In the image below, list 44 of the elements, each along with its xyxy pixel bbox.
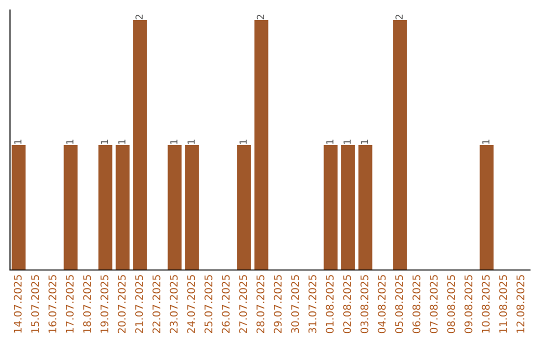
data-label: 1	[344, 140, 351, 144]
data-label: 1	[118, 140, 126, 144]
x-tick-label: 12.08.2025	[516, 275, 524, 333]
x-tick-label: 30.07.2025	[291, 275, 300, 334]
x-tick-label: 09.08.2025	[464, 275, 472, 334]
x-tick-label: 18.07.2025	[83, 275, 92, 333]
x-tick-label: 25.07.2025	[204, 275, 212, 334]
data-label: 2	[395, 14, 403, 20]
data-label: 1	[482, 140, 490, 144]
x-tick-label: 20.07.2025	[118, 275, 126, 334]
x-tick-label: 28.07.2025	[256, 275, 264, 334]
x-tick-label: 22.07.2025	[152, 275, 160, 334]
x-tick-label: 10.08.2025	[482, 275, 490, 333]
data-label: 2	[135, 14, 143, 20]
x-tick-label: 29.07.2025	[274, 275, 282, 334]
x-tick-label: 19.07.2025	[100, 275, 108, 333]
x-tick-label: 08.08.2025	[447, 275, 456, 334]
data-label: 1	[66, 140, 74, 144]
data-label: 1	[14, 140, 22, 144]
x-tick-label: 07.08.2025	[430, 275, 438, 334]
data-label: 1	[100, 140, 108, 144]
x-tick-label: 11.08.2025	[499, 275, 508, 333]
x-tick-label: 23.07.2025	[170, 275, 178, 334]
data-label: 1	[326, 140, 334, 144]
x-tick-label: 04.08.2025	[378, 275, 386, 334]
data-label: 1	[240, 140, 247, 144]
x-tick-label: 27.07.2025	[239, 275, 248, 334]
x-tick-label: 21.07.2025	[135, 275, 144, 334]
x-tick-label: 06.08.2025	[412, 275, 420, 334]
x-tick-label: 03.08.2025	[360, 275, 368, 334]
x-tick-label: 01.08.2025	[326, 275, 334, 334]
x-tick-label: 15.07.2025	[31, 275, 40, 333]
x-tick-label: 14.07.2025	[14, 275, 22, 333]
x-tick-label: 24.07.2025	[187, 275, 196, 334]
x-tick-label: 26.07.2025	[222, 275, 230, 334]
x-tick-label: 05.08.2025	[395, 275, 404, 334]
data-label: 1	[360, 140, 368, 144]
x-tick-label: 31.07.2025	[308, 275, 316, 334]
x-tick-label: 16.07.2025	[48, 275, 56, 333]
data-label: 2	[256, 14, 264, 20]
data-label: 1	[188, 140, 195, 144]
data-label: 1	[170, 140, 178, 144]
x-tick-label: 17.07.2025	[66, 275, 74, 333]
x-tick-label: 02.08.2025	[343, 275, 352, 334]
